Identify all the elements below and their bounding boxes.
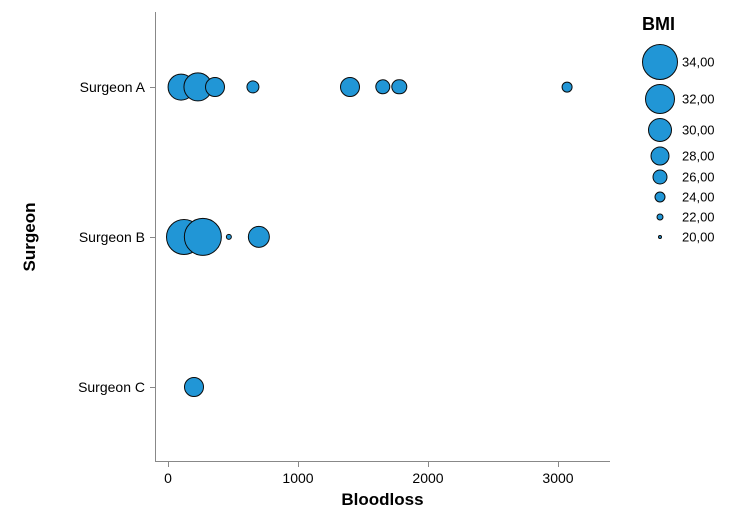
x-tick-label: 1000 [282, 470, 313, 486]
y-tick-mark [150, 237, 155, 238]
legend-bubble [658, 235, 662, 239]
x-tick-mark [428, 462, 429, 467]
legend-label: 28,00 [682, 148, 715, 163]
legend-label: 32,00 [682, 92, 715, 107]
legend-bubble [648, 118, 672, 142]
legend-label: 34,00 [682, 55, 715, 70]
legend-label: 26,00 [682, 170, 715, 185]
y-tick-label: Surgeon C [75, 379, 145, 395]
legend-label: 24,00 [682, 190, 715, 205]
x-tick-label: 0 [164, 470, 172, 486]
y-tick-mark [150, 87, 155, 88]
data-bubble [184, 377, 204, 397]
legend-bubble [657, 214, 664, 221]
data-bubble [205, 77, 225, 97]
x-tick-label: 2000 [412, 470, 443, 486]
legend-label: 22,00 [682, 210, 715, 225]
x-tick-mark [558, 462, 559, 467]
y-tick-label: Surgeon B [75, 229, 145, 245]
legend-bubble [645, 84, 675, 114]
data-bubble [562, 82, 573, 93]
x-tick-mark [168, 462, 169, 467]
y-axis-title: Surgeon [20, 187, 40, 287]
x-axis-title: Bloodloss [155, 490, 610, 510]
legend-label: 30,00 [682, 123, 715, 138]
legend-bubble [655, 192, 666, 203]
legend-bubble [651, 146, 670, 165]
legend-bubble [653, 170, 668, 185]
x-tick-label: 3000 [542, 470, 573, 486]
bubble-chart: Surgeon Bloodloss BMI 0 1000 2000 3000 Surge… [0, 0, 749, 521]
y-tick-mark [150, 387, 155, 388]
data-bubble [340, 77, 360, 97]
legend-title: BMI [642, 14, 675, 35]
x-tick-mark [298, 462, 299, 467]
legend-label: 20,00 [682, 230, 715, 245]
legend-bubble [642, 44, 678, 80]
y-tick-label: Surgeon A [75, 79, 145, 95]
